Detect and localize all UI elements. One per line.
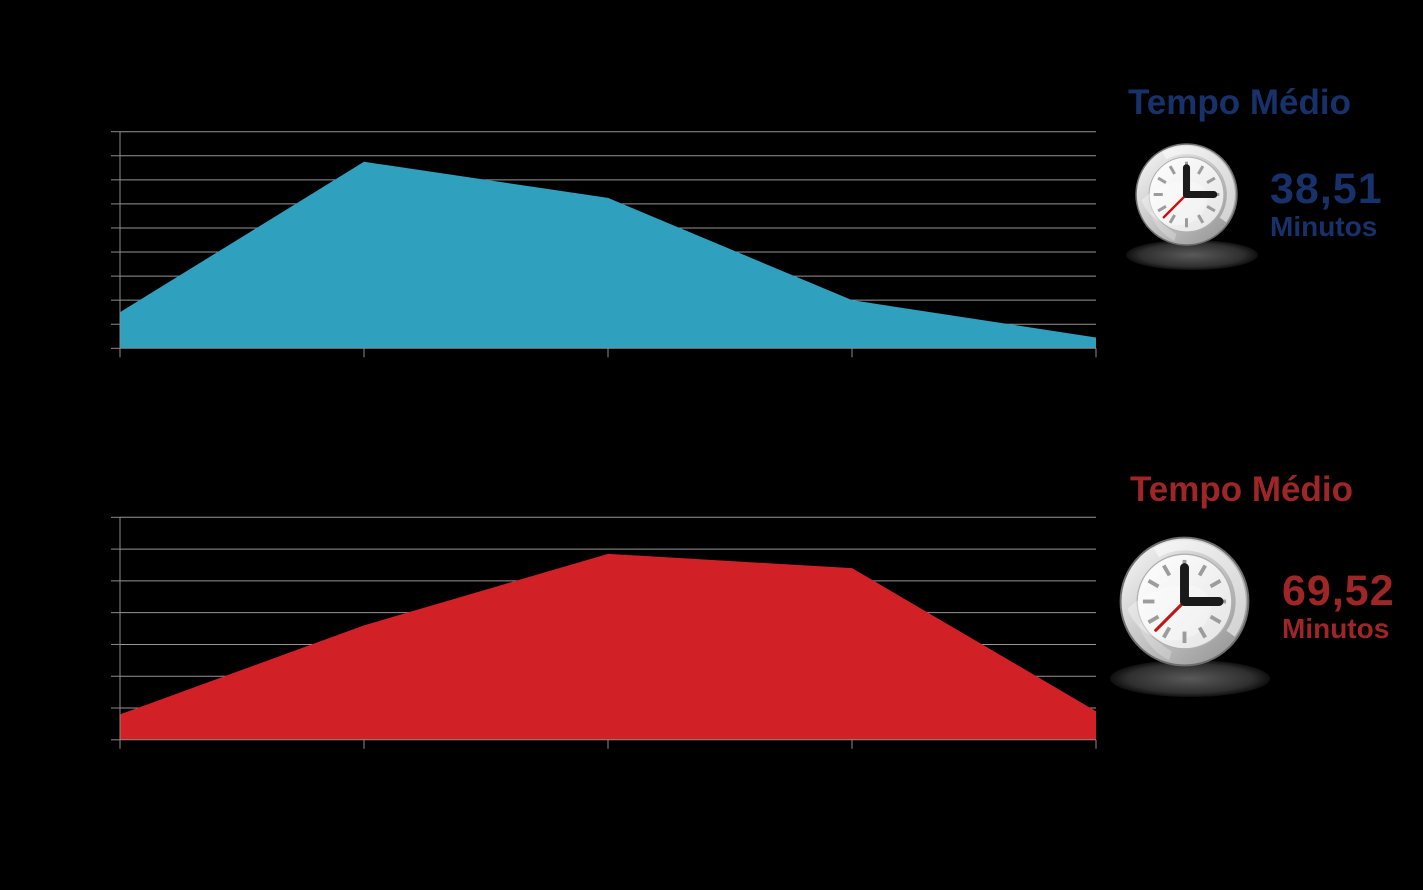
avg-time-value: 69,52 [1282,567,1395,615]
tempo-medio-title: Tempo Médio [1130,470,1353,509]
clock-icon [1118,536,1250,667]
red-area-chart [111,516,1097,749]
avg-time-unit: Minutos [1282,613,1390,644]
clock-icon [1134,143,1238,246]
tempo-medio-title: Tempo Médio [1128,83,1351,122]
avg-time-value: 38,51 [1270,165,1383,213]
blue-area-chart [111,131,1097,358]
avg-time-unit: Minutos [1270,211,1378,242]
